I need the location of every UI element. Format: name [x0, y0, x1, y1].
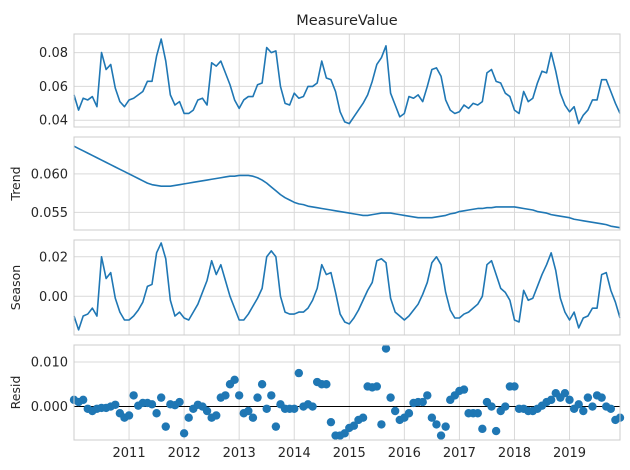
resid-point [221, 391, 230, 400]
x-tick-label: 2014 [278, 446, 311, 461]
resid-point [510, 382, 519, 391]
resid-frame [73, 344, 621, 441]
resid-point [606, 404, 616, 413]
y-tick-label: 0.060 [31, 167, 68, 182]
y-tick-label: 0.055 [31, 206, 68, 221]
resid-point [152, 409, 161, 418]
resid-point [184, 413, 193, 422]
x-tick-label: 2019 [553, 446, 586, 461]
resid-point [597, 393, 606, 402]
resid-point [574, 400, 583, 409]
x-tick-label: 2015 [333, 446, 366, 461]
resid-point [432, 420, 441, 429]
resid-point [372, 382, 382, 391]
resid-point [244, 406, 253, 416]
resid-point [487, 402, 496, 411]
x-tick-label: 2018 [498, 446, 531, 461]
measurevalue-panel: 0.04 0.06 0.08 MeasureValue [39, 13, 621, 129]
resid-point [156, 393, 166, 402]
resid-point [546, 395, 556, 405]
resid-point [294, 368, 304, 378]
resid-point [560, 388, 570, 398]
resid-point [147, 400, 157, 409]
resid-point [588, 402, 597, 411]
y-axis-label: Resid [8, 376, 23, 410]
measurevalue-frame [73, 33, 621, 128]
resid-point [271, 422, 281, 431]
resid-point [478, 424, 487, 434]
resid-point [179, 429, 189, 438]
resid-point [427, 413, 437, 422]
resid-point [381, 344, 391, 353]
trend-series-line [73, 145, 621, 229]
resid-point [202, 406, 212, 416]
y-tick-label: 0.00 [39, 290, 68, 305]
y-tick-label: 0.010 [31, 355, 68, 370]
resid-point [78, 395, 88, 405]
y-tick-label: 0.000 [31, 400, 68, 415]
resid-point [386, 393, 395, 402]
resid-point [322, 380, 331, 389]
resid-point [579, 406, 588, 416]
resid-point [441, 422, 450, 431]
resid-point [436, 431, 446, 440]
season-panel: 0.00 0.02 Season [8, 239, 621, 336]
resid-point [491, 426, 501, 436]
resid-point [308, 402, 317, 411]
y-axis-label: Season [8, 265, 23, 310]
resid-point [267, 391, 276, 400]
y-tick-label: 0.04 [39, 114, 68, 129]
resid-point [175, 397, 184, 407]
trend-panel: 0.055 0.060 Trend [8, 136, 621, 231]
resid-point [248, 413, 258, 422]
x-tick-label: 2017 [443, 446, 476, 461]
resid-point [262, 404, 271, 413]
resid-point [565, 395, 574, 405]
resid-point [326, 417, 336, 427]
trend-frame [73, 136, 621, 231]
measurevalue-series-line [73, 38, 621, 125]
resid-point [230, 375, 239, 384]
resid-point [404, 409, 414, 418]
resid-point [234, 391, 244, 400]
y-tick-label: 0.02 [39, 250, 68, 265]
resid-panel: 2011 2012 2013 2014 2015 2016 2017 2018 2019 0.00… [8, 344, 625, 461]
x-tick-label: 2011 [113, 446, 146, 461]
season-frame [73, 239, 621, 336]
resid-point [212, 411, 221, 420]
resid-point [161, 422, 170, 431]
y-tick-label: 0.06 [39, 80, 68, 95]
resid-point [473, 409, 482, 418]
resid-point [583, 393, 593, 402]
resid-point [423, 391, 432, 400]
resid-point [349, 421, 359, 430]
x-tick-label: 2013 [223, 446, 256, 461]
resid-point [129, 391, 138, 400]
x-tick-label: 2016 [388, 446, 421, 461]
resid-point [257, 380, 267, 389]
resid-point [111, 400, 120, 409]
season-series-line [73, 242, 621, 331]
resid-point [459, 385, 469, 394]
resid-point [290, 404, 299, 413]
resid-point [253, 393, 262, 402]
resid-point [390, 406, 400, 416]
resid-point [418, 397, 427, 407]
chart-title: MeasureValue [296, 13, 398, 29]
x-tick-label: 2012 [168, 446, 201, 461]
y-axis-label: Trend [8, 166, 23, 201]
resid-point [358, 413, 368, 422]
y-tick-label: 0.08 [39, 46, 68, 61]
resid-point [501, 402, 510, 411]
resid-point [377, 420, 386, 429]
resid-point [124, 411, 134, 420]
